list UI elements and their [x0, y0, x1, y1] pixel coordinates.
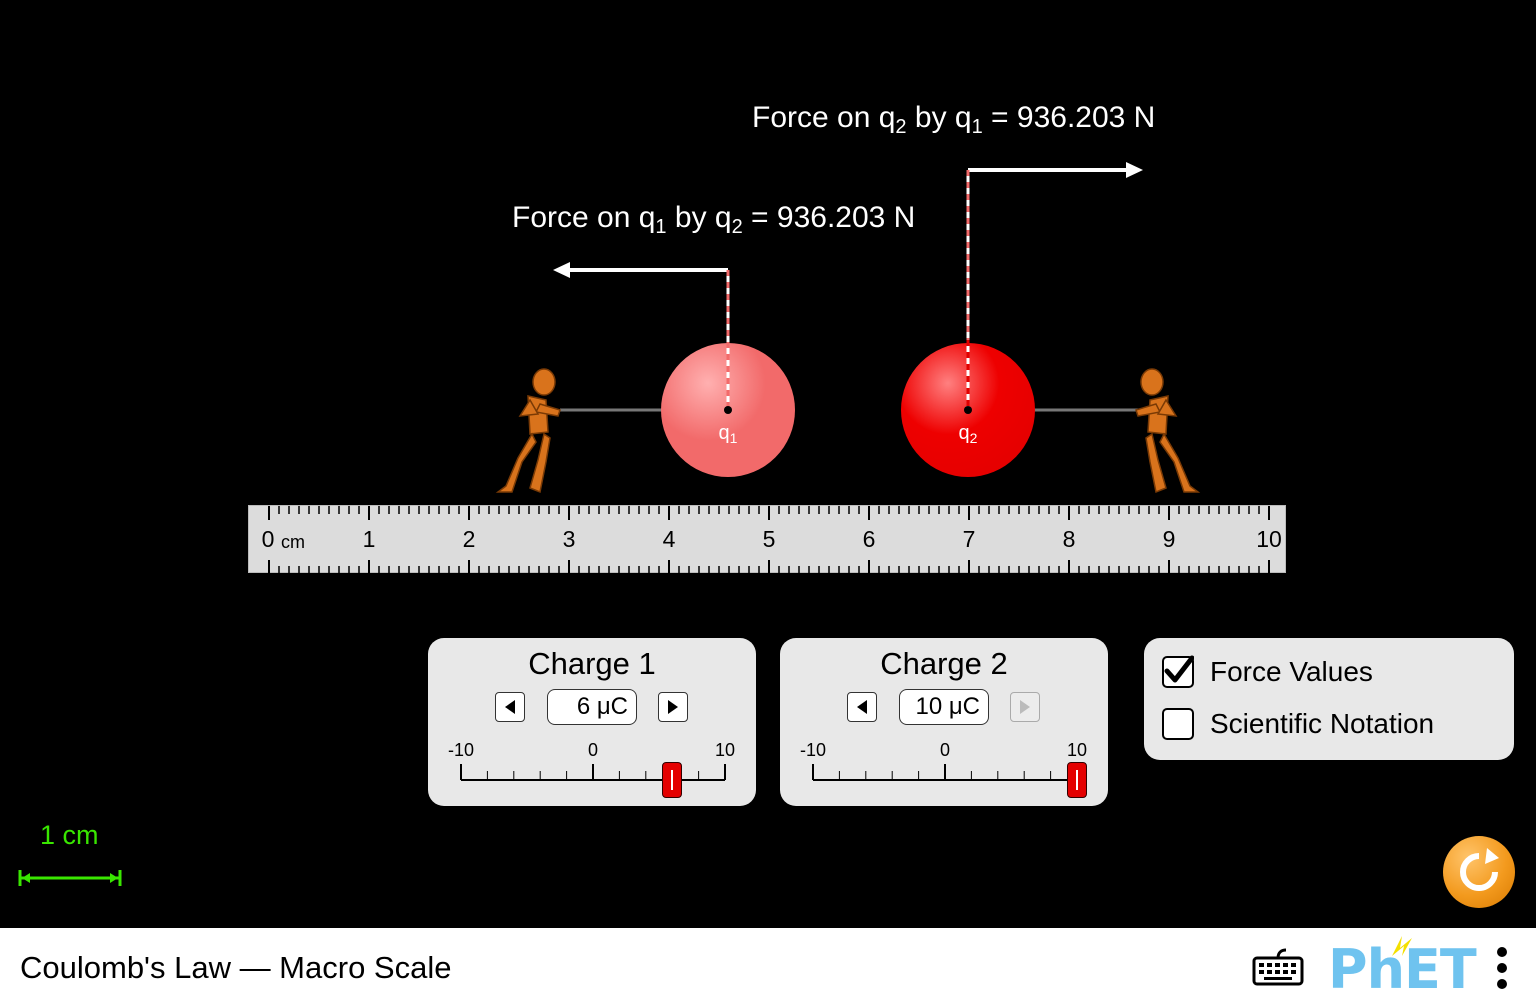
ruler-number: 2 — [462, 526, 476, 552]
ruler-number: 1 — [362, 526, 376, 552]
navigation-bar: Coulomb's Law — Macro Scale PhET — [0, 928, 1536, 1008]
ruler-number: 3 — [562, 526, 576, 552]
ruler-number: 8 — [1062, 526, 1076, 552]
charge1-slider-min: -10 — [447, 740, 475, 760]
scene-graphics — [495, 162, 1201, 494]
screen-title: Coulomb's Law — Macro Scale — [20, 950, 452, 985]
charge1-decrement-button[interactable] — [495, 692, 525, 722]
force-values-checkbox-row[interactable]: Force Values — [1162, 655, 1373, 688]
charge2-slider-max: 10 — [1066, 740, 1088, 760]
play-area: Force on q2 by q1 = 936.203 N Force on q… — [18, 101, 1515, 908]
ruler-unit: cm — [281, 532, 305, 552]
force-arrow-q1 — [553, 262, 728, 278]
charge1-value: 6 μC — [547, 689, 637, 725]
keyboard-icon[interactable] — [1252, 948, 1304, 988]
charge1-panel: Charge 1 6 μC -10 0 10 — [428, 638, 756, 806]
charge2-decrement-button[interactable] — [847, 692, 877, 722]
force-label-q1: Force on q1 by q2 = 936.203 N — [512, 201, 916, 238]
force-values-checkbox[interactable] — [1162, 655, 1194, 688]
ruler-number: 9 — [1162, 526, 1176, 552]
phet-logo[interactable]: PhET — [1328, 936, 1482, 1002]
right-puller-figure[interactable] — [1135, 368, 1201, 494]
charge-q1-sphere[interactable] — [661, 343, 795, 477]
force-label-q2: Force on q2 by q1 = 936.203 N — [752, 101, 1156, 138]
ruler-number: 4 — [662, 526, 676, 552]
force-values-label: Force Values — [1210, 656, 1373, 687]
arrow-right-icon — [668, 700, 678, 714]
charge2-slider-mid: 0 — [939, 740, 951, 760]
charge1-title: Charge 1 — [528, 646, 656, 681]
charge1-slider-mid: 0 — [587, 740, 599, 760]
charge-q2-sphere[interactable] — [901, 343, 1035, 477]
q2-label: q2 — [958, 422, 978, 446]
charge2-slider-thumb[interactable] — [1067, 762, 1087, 798]
phet-logo-text: PhET — [1328, 938, 1477, 1001]
arrow-left-icon — [857, 700, 867, 714]
left-puller-figure[interactable] — [495, 368, 561, 494]
charge2-title: Charge 2 — [880, 646, 1008, 681]
ruler-number: 0 — [261, 526, 275, 552]
phet-spark-icon — [1392, 936, 1412, 956]
charge1-increment-button[interactable] — [658, 692, 688, 722]
ruler[interactable]: 0 1 2 3 4 5 6 7 8 9 10 cm — [248, 505, 1286, 574]
reset-all-button[interactable] — [1443, 836, 1515, 908]
charge2-panel: Charge 2 10 μC -10 0 10 — [780, 638, 1108, 806]
scientific-notation-checkbox[interactable] — [1162, 708, 1194, 740]
scale-indicator-bar — [18, 870, 122, 886]
charge1-slider-max: 10 — [714, 740, 736, 760]
scale-indicator-label: 1 cm — [40, 820, 99, 850]
options-panel: Force Values Scientific Notation — [1144, 638, 1514, 760]
ruler-number: 10 — [1256, 526, 1282, 552]
scientific-notation-checkbox-row[interactable]: Scientific Notation — [1162, 708, 1434, 740]
charge1-slider-track[interactable] — [428, 638, 756, 806]
arrow-left-icon — [505, 700, 515, 714]
charge2-slider-min: -10 — [799, 740, 827, 760]
more-options-icon[interactable] — [1496, 946, 1508, 990]
charge2-increment-button[interactable] — [1010, 692, 1040, 722]
q1-label: q1 — [718, 422, 738, 446]
reset-icon — [1460, 848, 1499, 891]
charge1-slider-thumb[interactable] — [662, 762, 683, 798]
ruler-number: 7 — [962, 526, 976, 552]
force-arrow-q2 — [968, 162, 1143, 178]
checkmark-icon — [1164, 655, 1194, 683]
charge2-slider-track[interactable] — [780, 638, 1108, 806]
ruler-number: 6 — [862, 526, 876, 552]
charge2-value: 10 μC — [899, 689, 989, 725]
ruler-number: 5 — [762, 526, 776, 552]
ruler-ticks — [268, 506, 1270, 574]
scientific-notation-label: Scientific Notation — [1210, 708, 1435, 739]
arrow-right-icon — [1020, 700, 1030, 714]
